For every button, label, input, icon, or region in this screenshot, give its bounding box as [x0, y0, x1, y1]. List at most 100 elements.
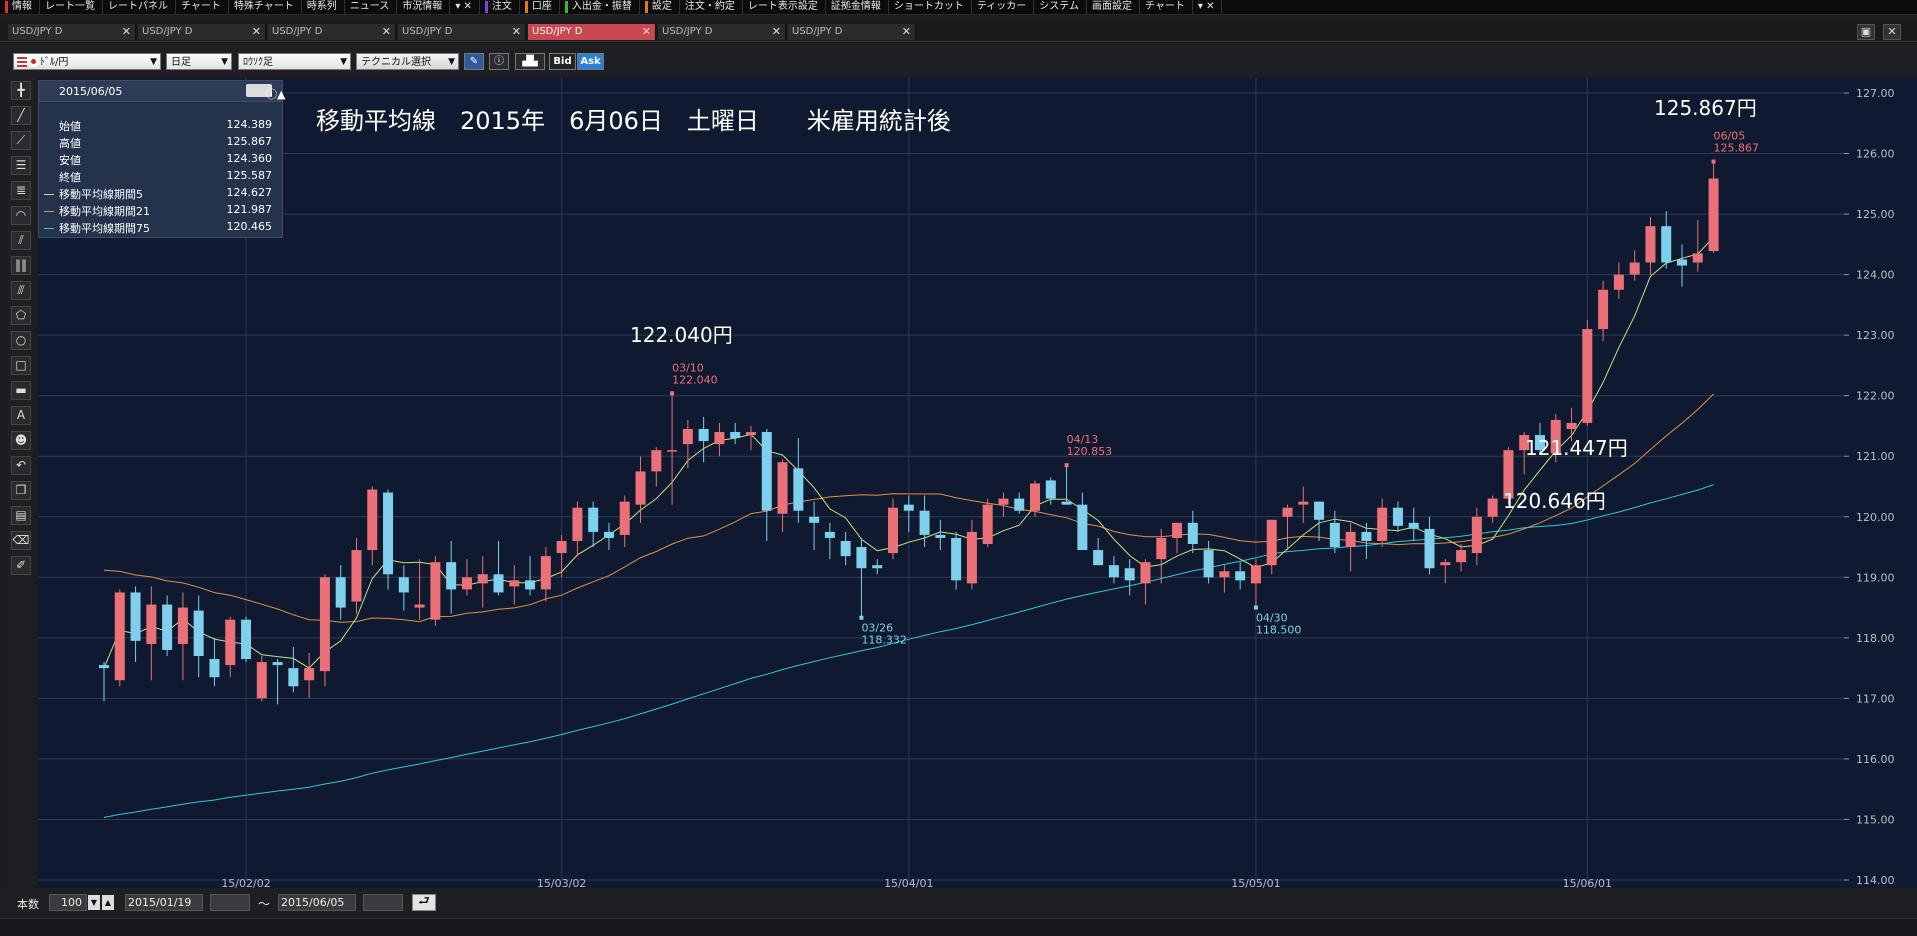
- technical-select[interactable]: テクニカル選択 ▼: [356, 53, 459, 70]
- candle-body: [1203, 550, 1214, 578]
- close-tab-icon[interactable]: ✕: [381, 25, 391, 38]
- paste-tool-button[interactable]: ▤: [11, 506, 31, 525]
- menu-item[interactable]: システム: [1034, 0, 1087, 14]
- channel-tool-button[interactable]: ⫻: [11, 281, 31, 300]
- close-window-button[interactable]: ✕: [1883, 24, 1901, 40]
- close-tab-icon[interactable]: ✕: [121, 25, 131, 38]
- pentagon-tool-button[interactable]: ⬠: [11, 306, 31, 325]
- icon-tool-button[interactable]: ☻: [11, 431, 31, 450]
- to-date-input[interactable]: 2015/06/05: [278, 894, 356, 911]
- circle-tool-button[interactable]: ○: [11, 331, 31, 350]
- tab-usdjpy-daily[interactable]: USD/JPY D ✕: [528, 24, 656, 40]
- to-time-input[interactable]: [363, 894, 403, 911]
- candle-body: [1314, 501, 1325, 520]
- trendline-tool-button[interactable]: ╱: [11, 106, 31, 125]
- vertical-lines-tool-button[interactable]: ‖‖: [11, 256, 31, 275]
- menu-item[interactable]: チャート: [1140, 0, 1193, 14]
- crosshair-tool-button[interactable]: ╋: [11, 81, 31, 100]
- multi-lines-tool-button[interactable]: ≣: [11, 181, 31, 200]
- candle-body: [1329, 522, 1340, 548]
- candle-body: [114, 592, 125, 681]
- chart-style-button[interactable]: ▟▙: [515, 53, 545, 70]
- from-time-input[interactable]: [210, 894, 250, 911]
- candle-body: [1708, 178, 1719, 252]
- menu-item[interactable]: 時系列: [302, 0, 345, 14]
- info-row-value: 125.867: [226, 135, 273, 148]
- maximize-window-button[interactable]: ▣: [1857, 24, 1875, 40]
- menu-color-tag: [5, 1, 8, 13]
- candle-body: [1030, 483, 1041, 511]
- text-tool-button[interactable]: A: [11, 406, 31, 425]
- undo-tool-button[interactable]: ↶: [11, 456, 31, 475]
- candle-body: [256, 662, 267, 699]
- tab-usdjpy-daily[interactable]: USD/JPY D ✕: [788, 24, 916, 40]
- tab-usdjpy-daily[interactable]: USD/JPY D ✕: [8, 24, 136, 40]
- menu-item[interactable]: ▾ ✕: [1193, 0, 1223, 14]
- band-tool-button[interactable]: ▬: [11, 381, 31, 400]
- count-input[interactable]: 100: [49, 894, 87, 911]
- menu-item[interactable]: 注文・約定: [680, 0, 743, 14]
- menu-item[interactable]: ショートカット: [889, 0, 972, 14]
- draw-pen-button[interactable]: ✎: [464, 53, 484, 70]
- close-tab-icon[interactable]: ✕: [251, 25, 261, 38]
- menu-item[interactable]: レートパネル: [103, 0, 176, 14]
- delete-all-tool-button[interactable]: ✐: [11, 556, 31, 575]
- ask-button[interactable]: Ask: [577, 53, 604, 70]
- menu-item[interactable]: ニュース: [345, 0, 398, 14]
- arc-tool-button[interactable]: ◠: [11, 206, 31, 225]
- price-axis: 127.00 126.00 125.00 124.00 123.00 122.00 121.…: [1844, 78, 1917, 888]
- menu-item[interactable]: 情報: [0, 0, 40, 14]
- menu-color-tag: [524, 1, 528, 13]
- count-up-button[interactable]: ▲: [102, 895, 114, 910]
- count-down-button[interactable]: ▼: [88, 895, 100, 910]
- bid-button[interactable]: Bid: [549, 53, 576, 70]
- menu-item[interactable]: ティッカー: [972, 0, 1035, 14]
- close-tab-icon[interactable]: ✕: [511, 25, 521, 38]
- from-date-input[interactable]: 2015/01/19: [125, 894, 203, 911]
- menu-item[interactable]: 設定: [640, 0, 680, 14]
- menu-item[interactable]: 市況情報: [397, 0, 451, 14]
- ruler-tool-button[interactable]: ⟋: [11, 131, 31, 150]
- menu-item[interactable]: 画面設定: [1087, 0, 1140, 14]
- menu-item[interactable]: 証拠金情報: [826, 0, 889, 14]
- rectangle-tool-button[interactable]: □: [11, 356, 31, 375]
- apply-range-button[interactable]: ⮐: [412, 894, 436, 911]
- candle-body: [1187, 522, 1198, 545]
- period-select[interactable]: 日足 ▼: [166, 53, 232, 70]
- candle-body: [1503, 450, 1514, 499]
- info-panel-toggle-button[interactable]: ⓘ▲: [246, 84, 285, 101]
- close-tab-icon[interactable]: ✕: [901, 25, 911, 38]
- tab-usdjpy-daily[interactable]: USD/JPY D ✕: [398, 24, 526, 40]
- menu-item-label: ショートカット: [893, 1, 964, 12]
- ma75-line: [103, 484, 1714, 818]
- candle-body: [856, 547, 867, 569]
- menu-item[interactable]: 入出金・振替: [560, 0, 640, 14]
- eraser-tool-button[interactable]: ⌫: [11, 531, 31, 550]
- close-tab-icon[interactable]: ✕: [771, 25, 781, 38]
- menu-item[interactable]: 注文: [480, 0, 520, 14]
- chart-title: 移動平均線 2015年 6月06日 土曜日 米雇用統計後: [316, 107, 951, 135]
- chart-type-select[interactable]: ﾛｳｿｸ足 ▼: [238, 53, 351, 70]
- menu-item-label: システム: [1039, 1, 1079, 12]
- menu-item[interactable]: 口座: [520, 0, 560, 14]
- tab-usdjpy-daily[interactable]: USD/JPY D ✕: [658, 24, 786, 40]
- tab-usdjpy-daily[interactable]: USD/JPY D ✕: [138, 24, 266, 40]
- close-tab-icon[interactable]: ✕: [641, 25, 651, 38]
- info-button[interactable]: ⓘ: [489, 53, 509, 70]
- extreme-marker: [1253, 605, 1258, 610]
- annotation-ma21-value: 121.447円: [1525, 436, 1628, 460]
- band-icon: ▬: [15, 383, 27, 397]
- menu-item[interactable]: ▾ ✕: [450, 0, 480, 14]
- fan-tool-button[interactable]: ⫽: [11, 231, 31, 250]
- menu-item[interactable]: チャート: [176, 0, 229, 14]
- menu-item[interactable]: レート一覧: [40, 0, 103, 14]
- menu-item[interactable]: レート表示設定: [743, 0, 826, 14]
- price-chart[interactable]: 15/02/02 15/03/02 15/04/01 15/05/01 15/06/01…: [38, 78, 1844, 888]
- horizontal-lines-tool-button[interactable]: ☰: [11, 156, 31, 175]
- undo-icon: ↶: [15, 458, 27, 472]
- candle-body: [383, 492, 394, 575]
- tab-usdjpy-daily[interactable]: USD/JPY D ✕: [268, 24, 396, 40]
- currency-pair-select[interactable]: ﾄﾞﾙ/円 ▼: [13, 53, 161, 70]
- menu-item[interactable]: 特殊チャート: [229, 0, 302, 14]
- copy-tool-button[interactable]: ❐: [11, 481, 31, 500]
